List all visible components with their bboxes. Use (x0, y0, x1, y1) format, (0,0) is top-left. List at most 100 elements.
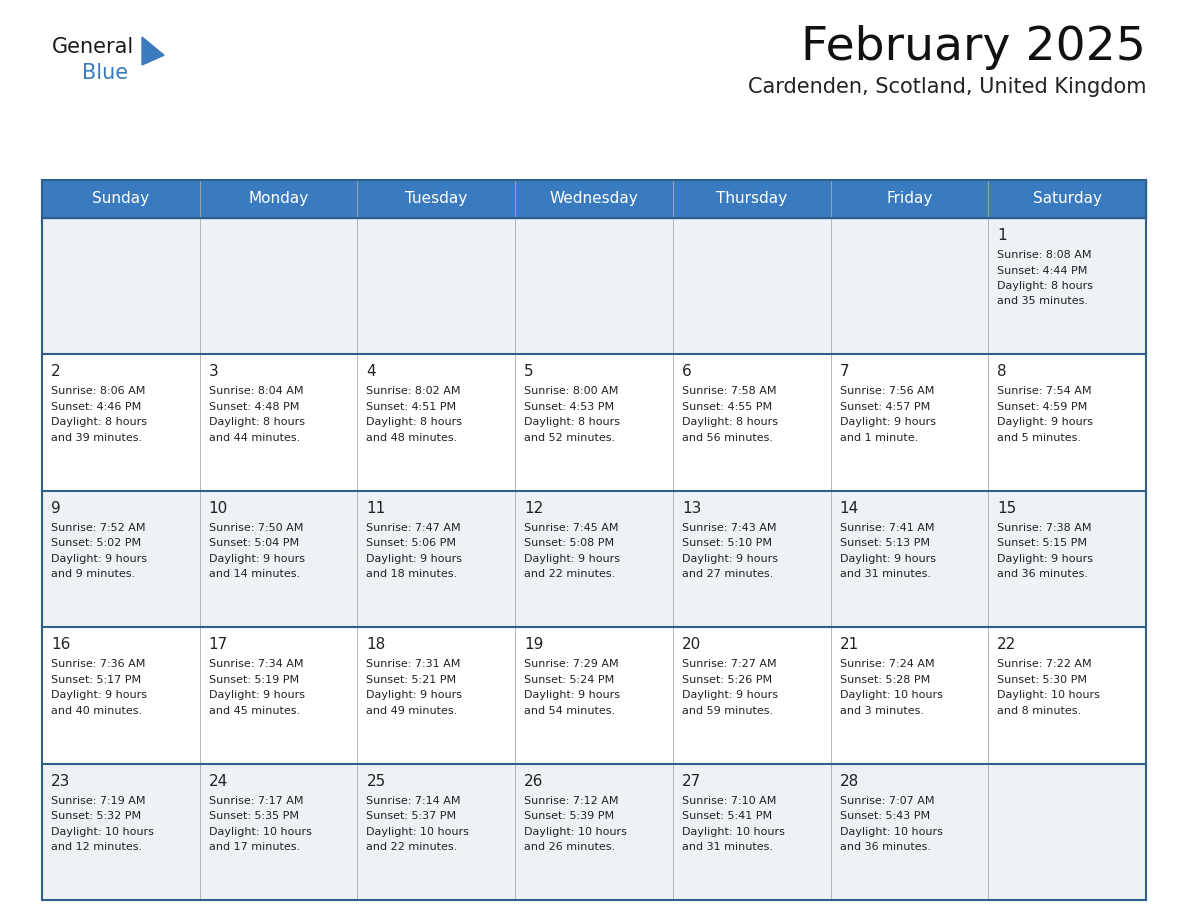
Text: Sunset: 4:59 PM: Sunset: 4:59 PM (997, 402, 1087, 412)
Text: Daylight: 9 hours: Daylight: 9 hours (366, 554, 462, 564)
Text: Daylight: 10 hours: Daylight: 10 hours (209, 826, 311, 836)
Text: Blue: Blue (82, 63, 128, 83)
Text: Daylight: 9 hours: Daylight: 9 hours (209, 554, 304, 564)
Text: Sunset: 5:17 PM: Sunset: 5:17 PM (51, 675, 141, 685)
Text: Daylight: 8 hours: Daylight: 8 hours (366, 418, 462, 428)
Text: Sunrise: 8:06 AM: Sunrise: 8:06 AM (51, 386, 145, 397)
Text: 13: 13 (682, 501, 701, 516)
Text: Daylight: 9 hours: Daylight: 9 hours (840, 418, 936, 428)
Text: 12: 12 (524, 501, 543, 516)
Text: and 40 minutes.: and 40 minutes. (51, 706, 143, 716)
Text: Sunset: 5:21 PM: Sunset: 5:21 PM (366, 675, 456, 685)
Text: and 36 minutes.: and 36 minutes. (840, 842, 930, 852)
Polygon shape (143, 37, 164, 65)
Text: Sunrise: 7:24 AM: Sunrise: 7:24 AM (840, 659, 934, 669)
Text: Sunset: 5:13 PM: Sunset: 5:13 PM (840, 538, 929, 548)
Text: and 48 minutes.: and 48 minutes. (366, 433, 457, 442)
Text: Saturday: Saturday (1032, 192, 1101, 207)
Text: 17: 17 (209, 637, 228, 652)
Text: Sunday: Sunday (93, 192, 150, 207)
Text: and 26 minutes.: and 26 minutes. (524, 842, 615, 852)
Text: Sunrise: 8:08 AM: Sunrise: 8:08 AM (997, 250, 1092, 260)
Text: Daylight: 8 hours: Daylight: 8 hours (51, 418, 147, 428)
Text: Daylight: 9 hours: Daylight: 9 hours (997, 418, 1093, 428)
Text: Daylight: 10 hours: Daylight: 10 hours (366, 826, 469, 836)
Text: Sunrise: 7:29 AM: Sunrise: 7:29 AM (524, 659, 619, 669)
Text: Sunset: 5:24 PM: Sunset: 5:24 PM (524, 675, 614, 685)
Text: 6: 6 (682, 364, 691, 379)
Text: and 54 minutes.: and 54 minutes. (524, 706, 615, 716)
Text: Daylight: 10 hours: Daylight: 10 hours (524, 826, 627, 836)
Text: and 35 minutes.: and 35 minutes. (997, 297, 1088, 307)
Text: Sunset: 4:57 PM: Sunset: 4:57 PM (840, 402, 930, 412)
Text: 2: 2 (51, 364, 61, 379)
Text: Sunrise: 7:10 AM: Sunrise: 7:10 AM (682, 796, 776, 806)
Text: Sunrise: 7:43 AM: Sunrise: 7:43 AM (682, 522, 776, 532)
Text: Daylight: 9 hours: Daylight: 9 hours (682, 554, 778, 564)
Text: 14: 14 (840, 501, 859, 516)
Text: Sunset: 5:19 PM: Sunset: 5:19 PM (209, 675, 299, 685)
Text: 21: 21 (840, 637, 859, 652)
Text: Sunset: 5:04 PM: Sunset: 5:04 PM (209, 538, 299, 548)
Text: Monday: Monday (248, 192, 309, 207)
Text: 4: 4 (366, 364, 377, 379)
Text: Sunrise: 7:14 AM: Sunrise: 7:14 AM (366, 796, 461, 806)
Bar (42, 180, 1146, 218)
Text: Sunset: 5:26 PM: Sunset: 5:26 PM (682, 675, 772, 685)
Text: and 5 minutes.: and 5 minutes. (997, 433, 1081, 442)
Text: Sunrise: 8:00 AM: Sunrise: 8:00 AM (524, 386, 619, 397)
Text: Daylight: 10 hours: Daylight: 10 hours (997, 690, 1100, 700)
Text: Sunset: 4:51 PM: Sunset: 4:51 PM (366, 402, 456, 412)
Text: Daylight: 9 hours: Daylight: 9 hours (524, 690, 620, 700)
Text: Daylight: 9 hours: Daylight: 9 hours (840, 554, 936, 564)
Text: and 12 minutes.: and 12 minutes. (51, 842, 143, 852)
Text: Sunset: 5:15 PM: Sunset: 5:15 PM (997, 538, 1087, 548)
Text: Daylight: 9 hours: Daylight: 9 hours (997, 554, 1093, 564)
Text: 20: 20 (682, 637, 701, 652)
Text: 16: 16 (51, 637, 70, 652)
Text: 8: 8 (997, 364, 1007, 379)
Text: and 1 minute.: and 1 minute. (840, 433, 918, 442)
Text: Sunset: 4:55 PM: Sunset: 4:55 PM (682, 402, 772, 412)
Text: Daylight: 9 hours: Daylight: 9 hours (366, 690, 462, 700)
Text: and 22 minutes.: and 22 minutes. (524, 569, 615, 579)
Text: Sunrise: 7:27 AM: Sunrise: 7:27 AM (682, 659, 777, 669)
Bar (42, 627, 1146, 764)
Text: Sunset: 4:48 PM: Sunset: 4:48 PM (209, 402, 299, 412)
Text: Sunrise: 7:47 AM: Sunrise: 7:47 AM (366, 522, 461, 532)
Text: February 2025: February 2025 (801, 25, 1146, 70)
Text: Sunset: 5:02 PM: Sunset: 5:02 PM (51, 538, 141, 548)
Text: Sunrise: 7:31 AM: Sunrise: 7:31 AM (366, 659, 461, 669)
Text: Sunrise: 7:58 AM: Sunrise: 7:58 AM (682, 386, 776, 397)
Text: 24: 24 (209, 774, 228, 789)
Text: Tuesday: Tuesday (405, 192, 467, 207)
Text: Sunrise: 7:12 AM: Sunrise: 7:12 AM (524, 796, 619, 806)
Text: Sunset: 5:32 PM: Sunset: 5:32 PM (51, 812, 141, 821)
Text: Sunset: 4:44 PM: Sunset: 4:44 PM (997, 265, 1088, 275)
Text: and 27 minutes.: and 27 minutes. (682, 569, 773, 579)
Text: Sunset: 5:28 PM: Sunset: 5:28 PM (840, 675, 930, 685)
Text: Daylight: 8 hours: Daylight: 8 hours (524, 418, 620, 428)
Text: 15: 15 (997, 501, 1017, 516)
Text: Sunset: 5:37 PM: Sunset: 5:37 PM (366, 812, 456, 821)
Text: 11: 11 (366, 501, 386, 516)
Text: Sunrise: 7:19 AM: Sunrise: 7:19 AM (51, 796, 145, 806)
Text: Sunrise: 7:38 AM: Sunrise: 7:38 AM (997, 522, 1092, 532)
Text: Sunset: 5:08 PM: Sunset: 5:08 PM (524, 538, 614, 548)
Text: 9: 9 (51, 501, 61, 516)
Text: 26: 26 (524, 774, 544, 789)
Text: and 8 minutes.: and 8 minutes. (997, 706, 1081, 716)
Text: 25: 25 (366, 774, 386, 789)
Text: 23: 23 (51, 774, 70, 789)
Text: Wednesday: Wednesday (550, 192, 638, 207)
Text: General: General (52, 37, 134, 57)
Text: 19: 19 (524, 637, 544, 652)
Text: Thursday: Thursday (716, 192, 788, 207)
Text: 7: 7 (840, 364, 849, 379)
Text: Sunrise: 7:22 AM: Sunrise: 7:22 AM (997, 659, 1092, 669)
Text: and 14 minutes.: and 14 minutes. (209, 569, 299, 579)
Text: Sunrise: 7:36 AM: Sunrise: 7:36 AM (51, 659, 145, 669)
Text: Daylight: 9 hours: Daylight: 9 hours (51, 554, 147, 564)
Text: Daylight: 10 hours: Daylight: 10 hours (682, 826, 785, 836)
Text: Daylight: 8 hours: Daylight: 8 hours (682, 418, 778, 428)
